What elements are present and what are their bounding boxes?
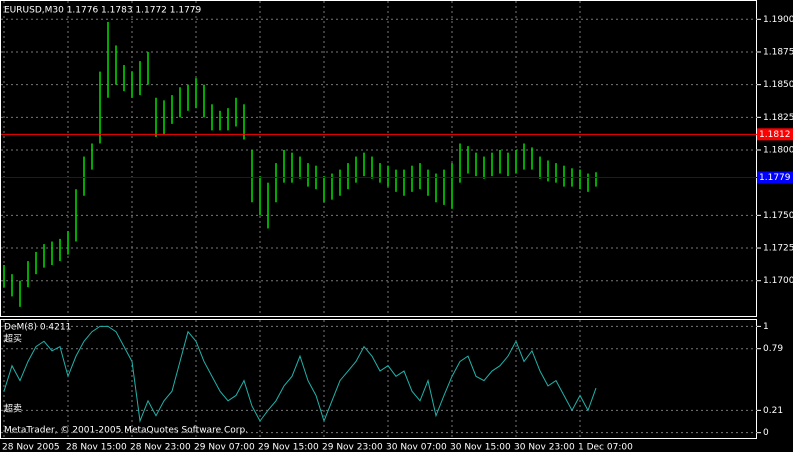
x-tick-label: 29 Nov 23:00: [322, 443, 383, 452]
y-tick-label: 0: [763, 428, 769, 438]
y-tick-label: 1: [763, 322, 769, 332]
x-tick-label: 28 Nov 23:00: [130, 443, 191, 452]
overbought-label: 超买: [4, 333, 22, 345]
x-tick-label: 30 Nov 15:00: [450, 443, 511, 452]
x-tick-label: 1 Dec 07:00: [578, 443, 633, 452]
level-box: [757, 128, 793, 141]
indicator-panel: [0, 319, 757, 439]
y-tick-label: 1.1800: [763, 146, 793, 156]
footer: MetaTrader, © 2001-2005 MetaQuotes Softw…: [4, 426, 248, 436]
indicator-title: DeM(8) 0.4211: [4, 323, 71, 333]
y-tick-label: 1.1875: [763, 47, 793, 57]
y-tick-label: 1.1725: [763, 244, 793, 254]
level-label: 1.1779: [759, 173, 791, 183]
x-tick-label: 30 Nov 07:00: [386, 443, 447, 452]
y-tick-label: 0.21: [763, 406, 783, 416]
y-tick-label: 1.1900: [763, 15, 793, 25]
oversold-label: 超卖: [4, 403, 22, 415]
x-tick-label: 29 Nov 15:00: [258, 443, 319, 452]
y-tick-label: 1.1825: [763, 113, 793, 123]
level-label: 1.1812: [759, 130, 791, 140]
y-tick-label: 1.1700: [763, 276, 793, 286]
y-tick-label: 1.1850: [763, 80, 793, 90]
y-tick-label: 1.1750: [763, 211, 793, 221]
indicator-line: [3, 325, 597, 423]
x-tick-label: 28 Nov 15:00: [66, 443, 127, 452]
x-tick-label: 28 Nov 2005: [2, 443, 60, 452]
x-tick-label: 30 Nov 23:00: [514, 443, 575, 452]
y-tick-label: 0.79: [763, 344, 783, 354]
chart-title: EURUSD,M30 1.1776 1.1783 1.1772 1.1779: [4, 6, 202, 16]
x-tick-label: 29 Nov 07:00: [194, 443, 255, 452]
level-box: [757, 171, 793, 184]
price-panel: [0, 0, 757, 317]
